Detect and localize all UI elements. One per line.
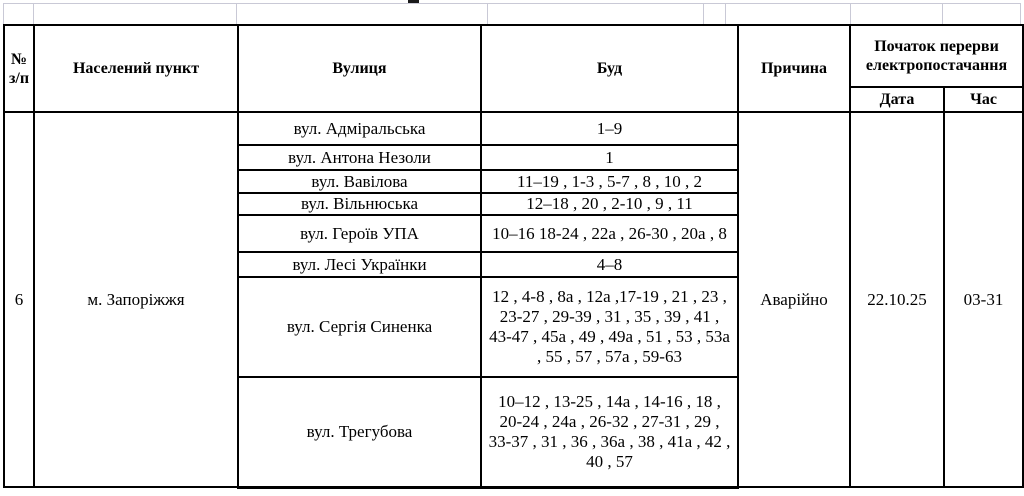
col-header-street: Вулиця (237, 24, 482, 113)
col-header-building: Буд (480, 24, 739, 113)
date-cell: 22.10.25 (849, 111, 945, 488)
col-header-reason: Причина (737, 24, 851, 113)
street-row: вул. Героїв УПА 10–16 18-24 , 22а , 26-3… (4, 214, 1023, 253)
ghost-cell (943, 4, 1020, 24)
col-header-outage-start: Початок перерви електропостачання (848, 24, 1024, 88)
ghost-cell (237, 4, 488, 24)
ghost-cell (488, 4, 704, 24)
col-header-date: Дата (849, 86, 945, 113)
street-row: вул. Лесі Українки 4–8 (4, 251, 1023, 278)
buildings-cell: 1–9 (480, 111, 739, 146)
outage-table: № з/п Населений пункт Вулиця Буд Причина… (3, 24, 1024, 489)
street-cell: вул. Адміральська (237, 111, 482, 146)
street-cell: вул. Антона Незоли (237, 144, 482, 171)
street-row: вул. Антона Незоли 1 (4, 144, 1023, 171)
street-row: вул. Вільнюська 12–18 , 20 , 2-10 , 9 , … (4, 192, 1023, 216)
ghost-cell (851, 4, 943, 24)
buildings-cell: 1 (480, 144, 739, 171)
ghost-cell (726, 4, 851, 24)
buildings-cell: 10–16 18-24 , 22а , 26-30 , 20а , 8 (480, 214, 739, 253)
street-cell: вул. Сергія Синенка (237, 276, 482, 378)
street-row: вул. Сергія Синенка 12 , 4-8 , 8а , 12а … (4, 276, 1023, 378)
col-header-num: № з/п (3, 24, 35, 113)
col-header-settlement: Населений пункт (33, 24, 239, 113)
buildings-cell: 11–19 , 1-3 , 5-7 , 8 , 10 , 2 (480, 169, 739, 194)
buildings-cell: 10–12 , 13-25 , 14а , 14-16 , 18 , 20-24… (480, 376, 739, 489)
settlement-cell: м. Запоріжжя (33, 111, 239, 488)
clipped-title-fragment (408, 0, 419, 3)
buildings-cell: 12 , 4-8 , 8а , 12а ,17-19 , 21 , 23 , 2… (480, 276, 739, 378)
col-header-time: Час (942, 86, 1024, 113)
row-number-cell: 6 (3, 111, 35, 488)
street-cell: вул. Вільнюська (237, 192, 482, 216)
ghost-cell (34, 4, 237, 24)
ghost-cell (4, 4, 34, 24)
street-row: вул. Трегубова 10–12 , 13-25 , 14а , 14-… (4, 376, 1023, 489)
reason-cell: Аварійно (737, 111, 851, 488)
street-row: вул. Вавілова 11–19 , 1-3 , 5-7 , 8 , 10… (4, 169, 1023, 194)
ghost-grid-row (3, 3, 1021, 24)
time-cell: 03-31 (942, 111, 1024, 488)
street-cell: вул. Вавілова (237, 169, 482, 194)
street-row: 6 м. Запоріжжя вул. Адміральська 1–9 Ава… (3, 111, 1024, 488)
ghost-cell (704, 4, 726, 24)
street-cell: вул. Лесі Українки (237, 251, 482, 278)
street-cell: вул. Героїв УПА (237, 214, 482, 253)
buildings-cell: 4–8 (480, 251, 739, 278)
street-cell: вул. Трегубова (237, 376, 482, 489)
buildings-cell: 12–18 , 20 , 2-10 , 9 , 11 (480, 192, 739, 216)
